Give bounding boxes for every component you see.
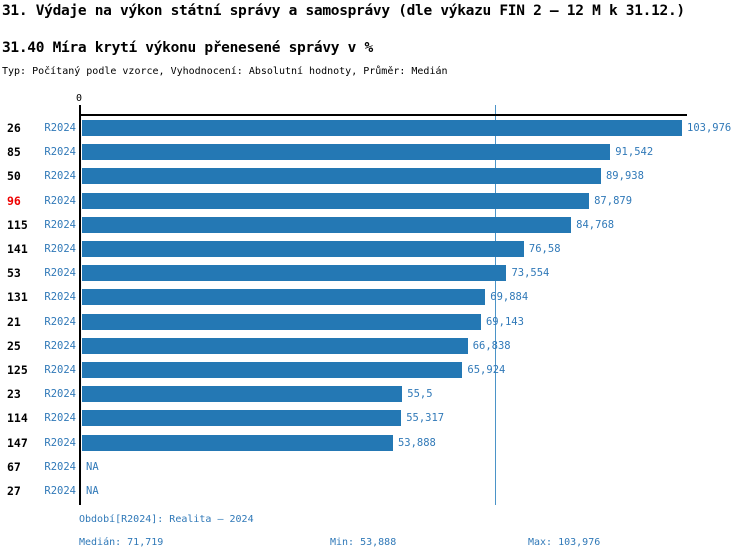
row-category-label: 27	[7, 484, 21, 499]
max-stat: Max: 103,976	[528, 537, 601, 548]
bar-chart: 26 R2024 103,976 85 R2024 91,542 50 R2024 89,938…	[0, 116, 750, 504]
row-period-label: R2024	[44, 243, 76, 256]
row-period-label: R2024	[44, 170, 76, 183]
row-period-label: R2024	[44, 146, 76, 159]
row-period-label: R2024	[44, 364, 76, 377]
row-period-label: R2024	[44, 291, 76, 304]
bar	[82, 120, 682, 136]
bar-value-label: 53,888	[397, 436, 436, 449]
row-period-label: R2024	[44, 388, 76, 401]
row-category-label: 96	[7, 193, 21, 208]
row-category-label: 115	[7, 217, 28, 232]
bar-value-label: 69,143	[485, 315, 524, 328]
bar-value-label: 89,938	[605, 170, 644, 183]
row-period-label: R2024	[44, 194, 76, 207]
table-row: 147 R2024 53,888	[0, 431, 750, 455]
bar	[82, 410, 402, 427]
table-row: 141 R2024 76,58	[0, 237, 750, 261]
bar	[82, 289, 486, 306]
row-period-label: R2024	[44, 267, 76, 280]
bar	[82, 265, 507, 282]
bar-value-label: 87,879	[594, 194, 633, 207]
bar-value-label: 55,317	[406, 412, 445, 425]
row-category-label: 147	[7, 435, 28, 450]
bar	[82, 434, 393, 451]
row-period-label: R2024	[44, 315, 76, 328]
row-period-label: R2024	[44, 218, 76, 231]
y-axis-line	[79, 105, 81, 505]
bar-value-label: 55,5	[407, 388, 433, 401]
x-axis-line	[79, 114, 687, 116]
chart-title: 31.40 Míra krytí výkonu přenesené správy…	[2, 40, 373, 56]
table-row: 115 R2024 84,768	[0, 213, 750, 237]
row-period-label: R2024	[44, 339, 76, 352]
table-row: 131 R2024 69,884	[0, 285, 750, 309]
bar	[82, 216, 572, 233]
bar-value-label: 91,542	[615, 146, 654, 159]
table-row: 85 R2024 91,542	[0, 140, 750, 164]
row-category-label: 23	[7, 387, 21, 402]
bar	[82, 362, 463, 378]
row-category-label: 50	[7, 169, 21, 184]
row-period-label: R2024	[44, 412, 76, 425]
row-period-label: R2024	[44, 122, 76, 135]
row-period-label: R2024	[44, 436, 76, 449]
table-row: 26 R2024 103,976	[0, 116, 750, 140]
table-row: 25 R2024 66,838	[0, 334, 750, 358]
bar-value-label: 69,884	[490, 291, 529, 304]
bar-value-label: 66,838	[472, 339, 511, 352]
row-period-label: R2024	[44, 485, 76, 498]
bar	[82, 192, 590, 209]
row-category-label: 67	[7, 459, 21, 474]
table-row: 67 R2024 NA	[0, 455, 750, 479]
row-category-label: 53	[7, 266, 21, 281]
bar-value-label: NA	[86, 460, 99, 473]
bar	[82, 241, 524, 257]
row-period-label: R2024	[44, 460, 76, 473]
chart-meta-line: Typ: Počítaný podle vzorce, Vyhodnocení:…	[2, 66, 448, 77]
min-stat: Min: 53,888	[330, 537, 397, 548]
bar	[82, 337, 468, 354]
page-title: 31. Výdaje na výkon státní správy a samo…	[2, 3, 685, 19]
table-row: 53 R2024 73,554	[0, 261, 750, 285]
row-category-label: 25	[7, 338, 21, 353]
bar	[82, 313, 481, 330]
bar	[82, 386, 403, 403]
bar	[82, 168, 601, 185]
table-row: 96 R2024 87,879	[0, 189, 750, 213]
row-category-label: 125	[7, 363, 28, 378]
bar-value-label: 76,58	[528, 243, 561, 256]
table-row: 125 R2024 65,924	[0, 358, 750, 382]
bar-value-label: NA	[86, 485, 99, 498]
row-category-label: 26	[7, 121, 21, 136]
row-category-label: 21	[7, 314, 21, 329]
table-row: 50 R2024 89,938	[0, 164, 750, 188]
table-row: 23 R2024 55,5	[0, 382, 750, 406]
row-category-label: 114	[7, 411, 28, 426]
bar-value-label: 84,768	[576, 218, 615, 231]
x-axis-zero-label: 0	[75, 93, 83, 104]
row-category-label: 141	[7, 242, 28, 257]
bar-value-label: 65,924	[467, 364, 506, 377]
median-stat: Medián: 71,719	[79, 537, 164, 548]
row-category-label: 131	[7, 290, 28, 305]
median-line	[495, 105, 497, 505]
table-row: 21 R2024 69,143	[0, 310, 750, 334]
bar	[82, 144, 611, 161]
bar-value-label: 103,976	[687, 122, 732, 135]
table-row: 27 R2024 NA	[0, 479, 750, 503]
row-category-label: 85	[7, 145, 21, 160]
period-info: Období[R2024]: Realita – 2024	[79, 514, 254, 525]
bar-value-label: 73,554	[511, 267, 550, 280]
table-row: 114 R2024 55,317	[0, 406, 750, 430]
